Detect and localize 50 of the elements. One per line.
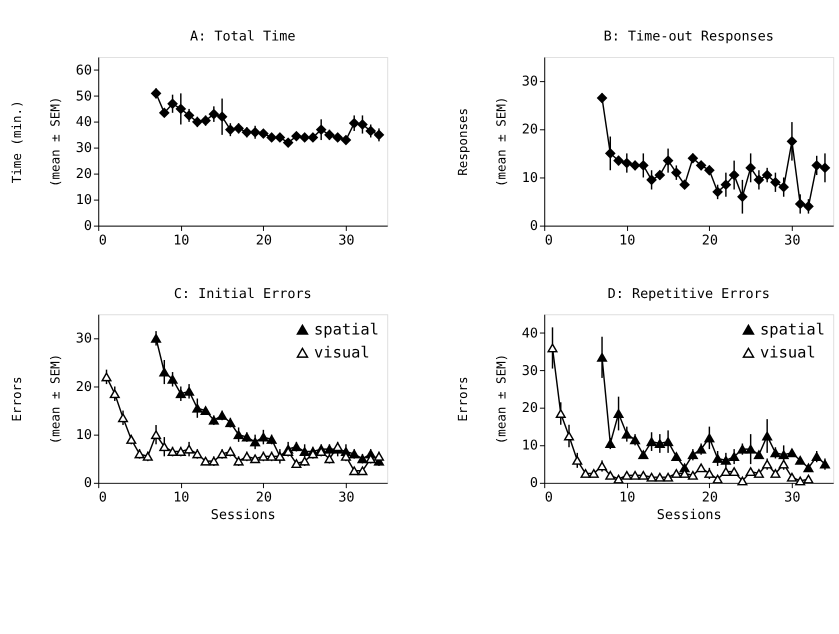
y-tick-label: 10 xyxy=(76,426,92,443)
y-tick-label: 10 xyxy=(522,438,538,454)
y-tick-label: 30 xyxy=(522,73,538,90)
y-tick-label: 0 xyxy=(84,218,92,234)
chart-title: A: Total Time xyxy=(190,28,296,45)
y-tick-label: 20 xyxy=(522,122,538,138)
legend-label: spatial xyxy=(314,320,379,338)
x-tick-label: 30 xyxy=(784,232,801,248)
x-tick-label: 20 xyxy=(702,490,718,506)
x-tick-label: 20 xyxy=(702,232,718,248)
y-tick-label: 10 xyxy=(522,170,538,186)
chart-title: B: Time-out Responses xyxy=(604,28,774,45)
text: Time (min.) (mean ± SEM) xyxy=(8,96,62,188)
x-tick-label: 0 xyxy=(98,490,107,506)
y-tick-label: 50 xyxy=(76,88,92,104)
x-axis-title: Sessions xyxy=(210,506,276,523)
y-tick-label: 10 xyxy=(76,192,92,208)
y-tick-label: 0 xyxy=(84,475,92,492)
x-tick-label: 20 xyxy=(256,490,272,506)
legend-label: visual xyxy=(314,344,370,362)
y-tick-label: 0 xyxy=(530,475,538,492)
y-tick-label: 20 xyxy=(522,400,538,416)
chart-title: C: Initial Errors xyxy=(174,286,312,302)
text: Responses (mean ± SEM) xyxy=(454,96,508,188)
x-axis-title: Sessions xyxy=(656,506,722,523)
chart-title: D: Repetitive Errors xyxy=(608,286,770,302)
text: Errors (mean ± SEM) xyxy=(8,354,62,444)
text: Errors (mean ± SEM) xyxy=(454,354,508,444)
legend-label: visual xyxy=(760,344,816,362)
y-tick-label: 0 xyxy=(530,218,538,234)
x-tick-label: 10 xyxy=(173,490,190,506)
x-tick-label: 10 xyxy=(173,232,190,248)
x-tick-label: 20 xyxy=(256,232,272,248)
y-tick-label: 20 xyxy=(76,378,92,395)
y-tick-label: 30 xyxy=(522,362,538,379)
legend-label: spatial xyxy=(760,320,825,338)
x-tick-label: 0 xyxy=(98,232,107,248)
y-tick-label: 40 xyxy=(76,114,92,130)
y-tick-label: 30 xyxy=(76,330,92,347)
y-tick-label: 40 xyxy=(522,325,538,342)
x-tick-label: 10 xyxy=(619,490,636,506)
x-tick-label: 10 xyxy=(619,232,636,248)
x-tick-label: 0 xyxy=(544,232,553,248)
x-tick-label: 30 xyxy=(338,232,355,248)
y-tick-label: 60 xyxy=(76,62,92,78)
y-tick-label: 30 xyxy=(76,140,92,156)
x-tick-label: 0 xyxy=(544,490,553,506)
y-tick-label: 20 xyxy=(76,166,92,182)
x-tick-label: 30 xyxy=(784,490,801,506)
x-tick-label: 30 xyxy=(338,490,355,506)
